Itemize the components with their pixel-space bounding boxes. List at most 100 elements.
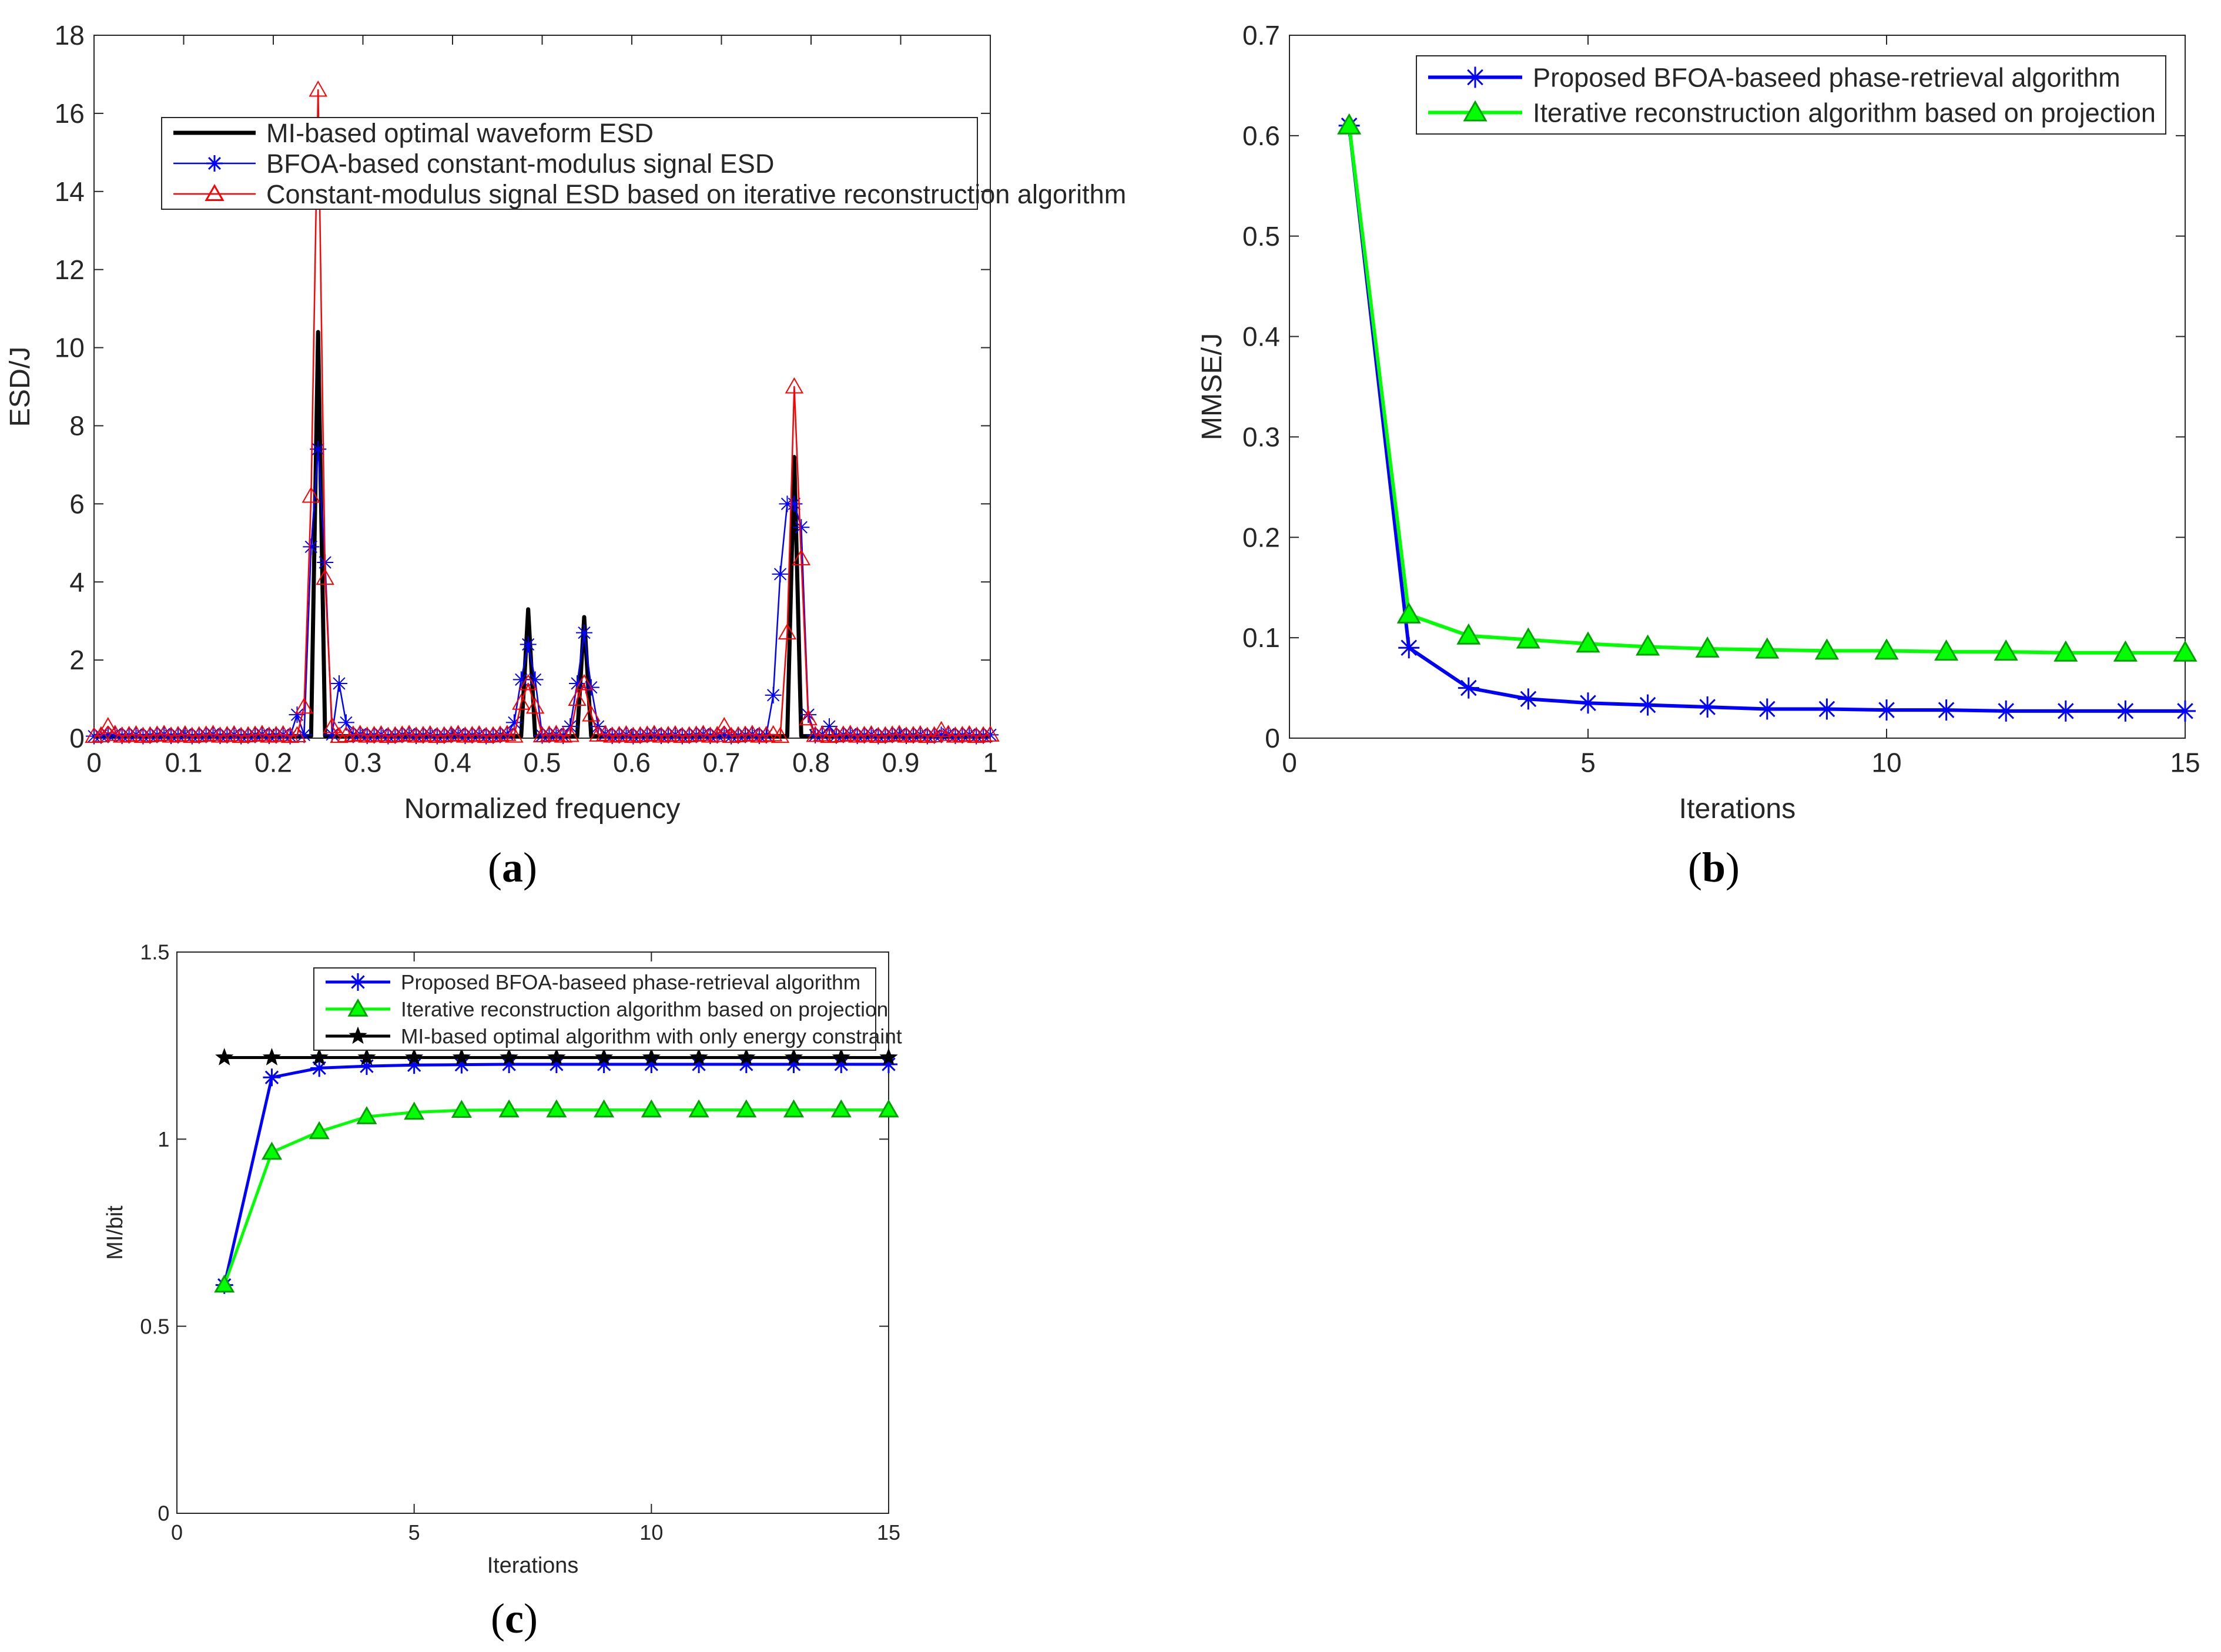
legend-marker [347, 998, 369, 1017]
y-tick-label: 12 [55, 254, 85, 285]
data-point-triangle [609, 725, 629, 742]
x-tick-label: 0.4 [434, 748, 471, 778]
y-tick-label: 0.2 [1242, 522, 1280, 552]
data-point-star [405, 1056, 423, 1074]
data-point-star [1697, 696, 1718, 718]
data-point-star [310, 441, 327, 458]
data-point-star [820, 718, 838, 735]
data-point-triangle [624, 726, 643, 743]
data-point-star [1876, 699, 1897, 721]
caption-open-paren: ( [1688, 844, 1702, 891]
legend-marker [349, 1026, 367, 1044]
data-point-triangle [393, 725, 411, 742]
legend-label: Constant-modulus signal ESD based on ite… [266, 179, 1126, 209]
x-axis-label: Normalized frequency [404, 793, 681, 825]
data-point-star [832, 1055, 850, 1073]
data-point-triangle [878, 1099, 899, 1118]
data-point-star [289, 706, 306, 723]
data-point-triangle [594, 1099, 615, 1118]
data-point-triangle [688, 1099, 709, 1118]
data-point-triangle [967, 726, 986, 743]
data-point-star [765, 686, 782, 703]
data-point-triangle [309, 81, 327, 97]
data-point-triangle [169, 725, 187, 742]
data-point-triangle [897, 726, 916, 743]
legend-label: Proposed BFOA-baseed phase-retrieval alg… [401, 971, 860, 994]
legend-label: Proposed BFOA-baseed phase-retrieval alg… [1533, 63, 2120, 93]
data-point-star [512, 671, 530, 688]
x-tick-label: 15 [877, 1520, 900, 1544]
data-point-triangle [337, 726, 356, 743]
data-point-star [547, 1055, 565, 1073]
data-point-triangle [428, 726, 447, 743]
data-point-star [1816, 698, 1838, 720]
y-tick-label: 0.5 [1242, 221, 1280, 252]
x-tick-label: 5 [1580, 748, 1596, 778]
data-point-triangle [434, 726, 454, 743]
data-point-triangle [876, 726, 895, 743]
data-point-triangle [532, 726, 552, 743]
data-point-star [337, 714, 354, 731]
legend-marker [205, 183, 225, 201]
data-point-triangle [981, 725, 1000, 742]
data-point-triangle [582, 705, 601, 722]
data-point-triangle [309, 1121, 330, 1140]
plot-area [1289, 35, 2186, 739]
y-tick-label: 0.1 [1242, 622, 1280, 653]
data-point-star [505, 714, 522, 731]
data-point-star [310, 1059, 329, 1077]
data-point-triangle [414, 725, 433, 742]
data-point-star [357, 1057, 376, 1075]
data-point-triangle [344, 725, 363, 742]
data-point-triangle [1516, 627, 1540, 649]
data-point-triangle [112, 726, 132, 743]
data-point-triangle [1814, 638, 1839, 660]
data-point-triangle [904, 725, 923, 742]
legend-label: Iterative reconstruction algorithm based… [1533, 98, 2156, 128]
legend: Proposed BFOA-baseed phase-retrieval alg… [1416, 55, 2166, 135]
data-point-triangle [785, 377, 804, 394]
data-point-pentagram [262, 1048, 282, 1065]
x-tick-label: 0.2 [254, 748, 292, 778]
y-tick-label: 10 [55, 333, 85, 363]
data-point-triangle [378, 726, 398, 743]
legend: MI-based optimal waveform ESDBFOA-based … [161, 117, 1126, 210]
data-point-triangle [575, 673, 594, 691]
data-point-triangle [232, 726, 250, 743]
x-tick-label: 0.5 [524, 748, 561, 778]
data-point-pentagram [405, 1048, 424, 1065]
data-point-triangle [568, 689, 587, 706]
caption-letter: c [505, 1595, 524, 1642]
data-point-triangle [638, 725, 656, 742]
data-point-star [1995, 700, 2017, 722]
data-point-pentagram [642, 1048, 661, 1065]
x-tick-label: 0.9 [882, 748, 920, 778]
data-point-star [296, 726, 313, 743]
legend-box [313, 967, 876, 1051]
data-point-triangle [679, 726, 699, 743]
legend-marker [206, 155, 223, 172]
data-point-pentagram [784, 1048, 803, 1065]
data-point-triangle [280, 726, 300, 743]
data-point-triangle [757, 725, 776, 742]
data-point-triangle [407, 726, 426, 743]
data-point-star [86, 728, 102, 745]
y-axis-label: MI/bit [103, 1205, 128, 1260]
data-point-triangle [477, 726, 495, 743]
chart-panel-c: 0 5 10 15 0 0.5 1 1.5 Iterations MI/bit Proposed B… [103, 940, 902, 1642]
y-tick-label: 1.5 [140, 940, 169, 964]
data-point-triangle [540, 725, 559, 742]
data-point-triangle [2173, 640, 2197, 662]
data-point-triangle [783, 1099, 805, 1118]
data-point-star [933, 726, 950, 743]
data-point-triangle [561, 725, 579, 742]
data-point-triangle [356, 1106, 377, 1124]
data-point-triangle [771, 726, 790, 743]
data-point-star [595, 1055, 613, 1073]
data-point-triangle [119, 725, 139, 742]
data-point-triangle [140, 726, 160, 743]
data-point-triangle [946, 726, 965, 743]
data-point-triangle [217, 725, 237, 742]
y-tick-label: 2 [69, 645, 85, 675]
